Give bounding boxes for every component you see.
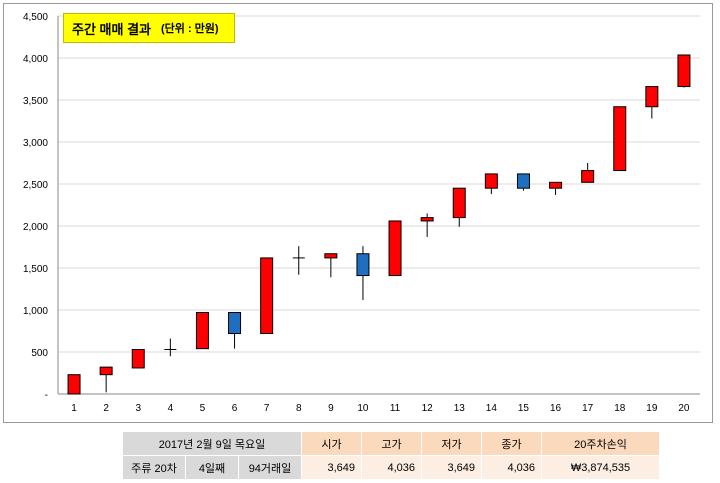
x-tick-label: 14 — [486, 403, 498, 414]
x-tick-label: 2 — [103, 403, 109, 414]
pnl-header: 20주차손익 — [541, 431, 660, 456]
chart-title: 주간 매매 결과 — [72, 21, 151, 37]
trading-days-cell: 94거래일 — [238, 455, 302, 480]
candle-body — [324, 253, 338, 259]
x-tick-label: 5 — [200, 403, 206, 414]
x-tick-label: 19 — [646, 403, 658, 414]
candle-body — [99, 366, 113, 376]
candle-body — [260, 257, 274, 335]
y-tick-label: 2,500 — [23, 180, 48, 191]
pnl-value: ₩3,874,535 — [541, 455, 660, 480]
candle-body — [549, 181, 563, 189]
x-tick-label: 7 — [264, 403, 270, 414]
x-tick-label: 10 — [357, 403, 369, 414]
x-tick-label: 9 — [328, 403, 334, 414]
y-tick-label: 4,000 — [23, 54, 48, 65]
candle-body — [645, 86, 659, 108]
chart-title-box: 주간 매매 결과 (단위 : 만원) — [63, 13, 235, 43]
candle-body — [131, 348, 145, 369]
week-cell: 주류 20차 — [122, 455, 186, 480]
chart-frame — [3, 3, 713, 423]
x-tick-label: 13 — [454, 403, 466, 414]
x-tick-label: 16 — [550, 403, 562, 414]
x-tick-label: 18 — [614, 403, 626, 414]
stats-value-row: 주류 20차 4일째 94거래일 3,649 4,036 3,649 4,036… — [122, 455, 660, 480]
candle-body — [516, 173, 530, 189]
x-tick-label: 4 — [168, 403, 174, 414]
candle-body — [581, 170, 595, 183]
high-value: 4,036 — [361, 455, 422, 480]
x-tick-label: 20 — [678, 403, 690, 414]
low-value: 3,649 — [421, 455, 482, 480]
x-tick-label: 3 — [135, 403, 141, 414]
candle-body — [677, 54, 691, 88]
candlestick-chart: - 500 1,000 1,500 2,000 2,500 3,000 3,500 4,000 4… — [23, 12, 700, 414]
candle-body — [228, 312, 242, 335]
stats-table: 2017년 2월 9일 목요일 시가 고가 저가 종가 20주차손익 주류 20… — [122, 431, 660, 480]
y-tick-label: - — [45, 390, 48, 401]
candle-body — [484, 173, 498, 189]
day-cell: 4일째 — [185, 455, 239, 480]
x-tick-label: 6 — [232, 403, 238, 414]
y-tick-label: 3,000 — [23, 138, 48, 149]
x-tick-label: 11 — [390, 403, 401, 414]
y-tick-label: 1,500 — [23, 264, 48, 275]
candle-body — [67, 374, 81, 395]
y-tick-label: 3,500 — [23, 96, 48, 107]
stats-header-row: 2017년 2월 9일 목요일 시가 고가 저가 종가 20주차손익 — [122, 431, 660, 456]
x-tick-label: 8 — [296, 403, 302, 414]
date-cell: 2017년 2월 9일 목요일 — [122, 431, 302, 456]
x-tick-label: 1 — [71, 403, 77, 414]
high-header: 고가 — [361, 431, 422, 456]
open-header: 시가 — [301, 431, 362, 456]
candle-body — [388, 220, 402, 277]
y-tick-label: 1,000 — [23, 306, 48, 317]
x-tick-label: 15 — [518, 403, 530, 414]
chart-unit-label: (단위 : 만원) — [160, 23, 219, 35]
candle-body — [420, 217, 434, 222]
y-tick-label: 2,000 — [23, 222, 48, 233]
close-header: 종가 — [481, 431, 542, 456]
candle-body — [613, 106, 627, 172]
x-tick-label: 12 — [422, 403, 434, 414]
x-tick-label: 17 — [582, 403, 594, 414]
y-tick-label: 500 — [31, 348, 48, 359]
close-value: 4,036 — [481, 455, 542, 480]
candle-body — [195, 312, 209, 350]
y-tick-label: 4,500 — [23, 12, 48, 23]
candle-body — [452, 187, 466, 219]
candle-body — [356, 253, 370, 277]
low-header: 저가 — [421, 431, 482, 456]
open-value: 3,649 — [301, 455, 362, 480]
